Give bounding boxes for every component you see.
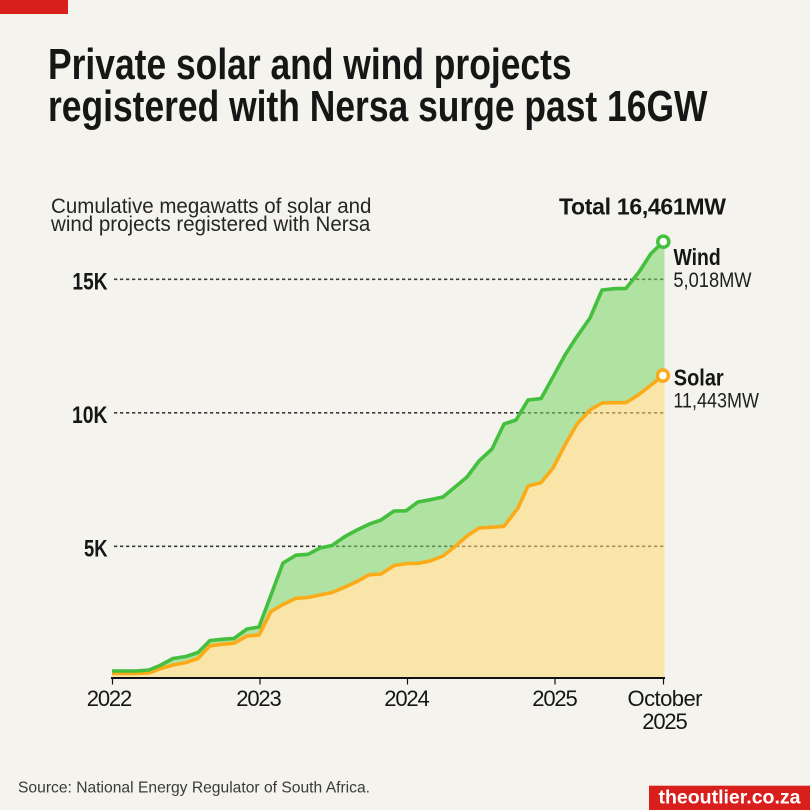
svg-text:10K: 10K: [72, 401, 108, 429]
svg-text:2025: 2025: [532, 686, 578, 711]
svg-text:11,443MW: 11,443MW: [673, 389, 759, 413]
svg-text:Wind: Wind: [674, 244, 721, 270]
svg-text:2024: 2024: [384, 686, 430, 711]
svg-text:Source: National Energy Regula: Source: National Energy Regulator of Sou…: [18, 780, 370, 797]
svg-text:5K: 5K: [84, 534, 108, 562]
svg-text:5,018MW: 5,018MW: [673, 269, 751, 293]
svg-text:2022: 2022: [87, 686, 133, 711]
svg-text:October: October: [628, 686, 703, 711]
svg-text:theoutlier.co.za: theoutlier.co.za: [659, 786, 801, 808]
svg-text:15K: 15K: [72, 267, 107, 295]
svg-text:Solar: Solar: [674, 365, 724, 391]
svg-text:2023: 2023: [236, 686, 282, 711]
svg-text:2025: 2025: [642, 709, 688, 734]
svg-text:Total 16,461MW: Total 16,461MW: [559, 194, 726, 220]
